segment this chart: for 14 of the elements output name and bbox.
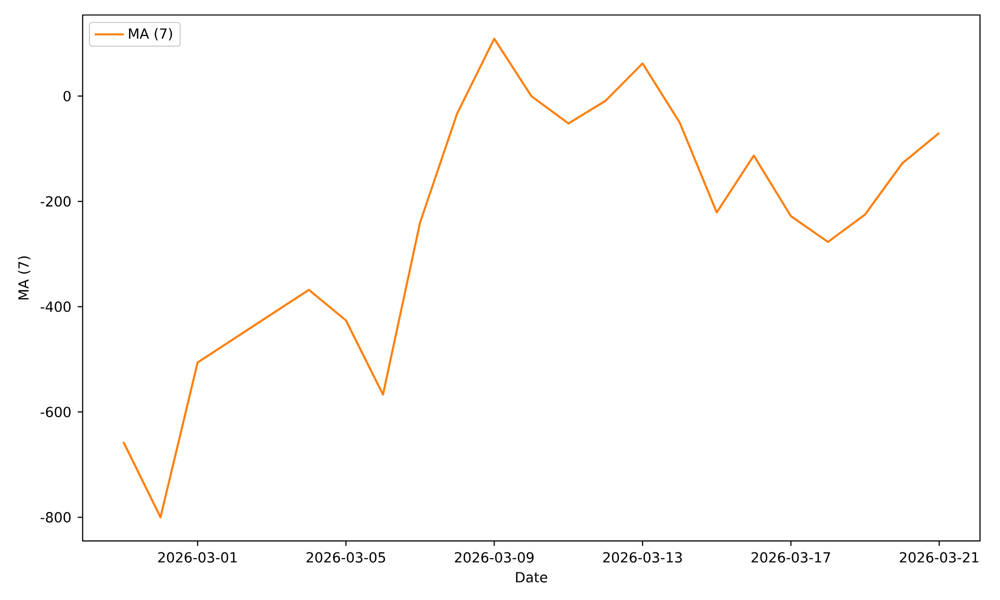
y-tick-label: 0 bbox=[64, 90, 71, 102]
x-tick-label: 2026-03-09 bbox=[454, 552, 534, 563]
legend-label: MA (7) bbox=[129, 28, 172, 40]
x-tick-label: 2026-03-13 bbox=[603, 552, 682, 563]
x-tick-label: 2026-03-17 bbox=[752, 552, 830, 563]
y-tick-label: -800 bbox=[40, 512, 71, 523]
y-axis-title: MA (7) bbox=[18, 256, 30, 300]
y-tick-label: -200 bbox=[40, 196, 71, 207]
x-axis-title: Date bbox=[516, 572, 548, 582]
x-tick-label: 2026-03-05 bbox=[306, 552, 386, 563]
y-tick-label: -400 bbox=[40, 301, 71, 312]
x-tick-label: 2026-03-21 bbox=[900, 552, 978, 563]
x-tick-label: 2026-03-01 bbox=[158, 552, 237, 563]
y-tick-label: -600 bbox=[40, 406, 71, 418]
